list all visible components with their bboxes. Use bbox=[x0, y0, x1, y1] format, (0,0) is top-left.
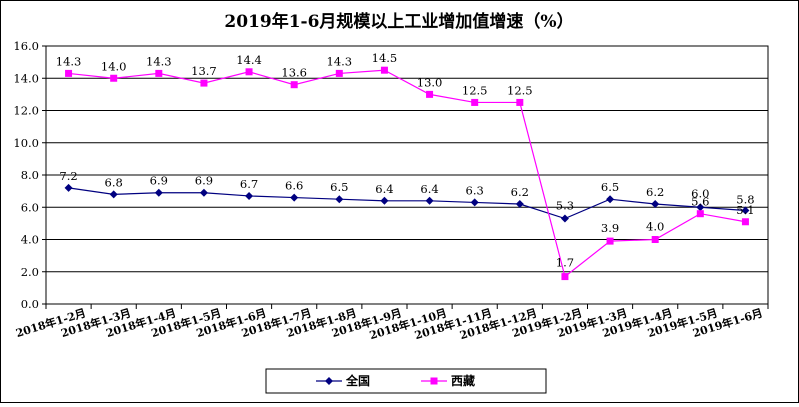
data-point bbox=[335, 69, 343, 77]
data-label: 5.6 bbox=[691, 195, 709, 209]
data-label: 14.5 bbox=[372, 51, 398, 65]
data-point bbox=[380, 196, 389, 205]
grid-lines bbox=[46, 45, 768, 273]
data-point bbox=[741, 218, 749, 226]
data-point bbox=[335, 195, 344, 204]
data-point bbox=[109, 190, 118, 199]
data-point bbox=[155, 69, 163, 77]
data-label: 14.3 bbox=[146, 54, 172, 68]
data-label: 12.5 bbox=[507, 83, 533, 97]
data-label: 6.3 bbox=[466, 183, 484, 197]
data-label: 6.7 bbox=[240, 177, 258, 191]
data-point bbox=[651, 200, 660, 209]
data-label: 4.0 bbox=[646, 220, 664, 234]
legend: 全国 西藏 bbox=[265, 368, 547, 394]
y-tick-label: 16.0 bbox=[13, 39, 39, 53]
data-point bbox=[64, 183, 73, 192]
data-label: 6.6 bbox=[285, 179, 303, 193]
legend-box bbox=[265, 368, 547, 394]
chart-title: 2019年1-6月规模以上工业增加值增速（%） bbox=[224, 11, 573, 32]
data-label: 3.9 bbox=[601, 221, 619, 235]
series-layer bbox=[64, 66, 750, 281]
data-point bbox=[380, 66, 388, 74]
data-label: 5.3 bbox=[556, 199, 574, 213]
data-label: 6.2 bbox=[646, 185, 664, 199]
data-point bbox=[245, 191, 254, 200]
data-point bbox=[245, 68, 253, 76]
data-label: 6.0 bbox=[691, 186, 709, 200]
data-label: 6.8 bbox=[105, 175, 123, 189]
data-label: 13.0 bbox=[417, 75, 443, 89]
data-point bbox=[561, 273, 569, 281]
data-point bbox=[290, 81, 298, 89]
data-point bbox=[696, 210, 704, 218]
data-point bbox=[154, 188, 163, 197]
data-label: 6.2 bbox=[511, 185, 529, 199]
data-point bbox=[515, 200, 524, 209]
data-label: 14.3 bbox=[56, 54, 82, 68]
data-point bbox=[199, 188, 208, 197]
data-label: 6.5 bbox=[330, 180, 348, 194]
data-label: 6.9 bbox=[195, 174, 213, 188]
data-label: 13.6 bbox=[281, 66, 307, 80]
legend-label: 全国 bbox=[345, 373, 370, 388]
data-point bbox=[471, 98, 479, 106]
data-label: 13.7 bbox=[191, 64, 217, 78]
data-point bbox=[200, 79, 208, 87]
data-point bbox=[65, 69, 73, 77]
data-point bbox=[606, 195, 615, 204]
data-point bbox=[651, 236, 659, 243]
data-label: 12.5 bbox=[462, 83, 488, 97]
data-point bbox=[425, 196, 434, 205]
data-label: 7.2 bbox=[59, 169, 77, 183]
data-point bbox=[110, 74, 118, 82]
data-point bbox=[560, 214, 569, 223]
data-point bbox=[470, 198, 479, 207]
y-tick-label: 6.0 bbox=[21, 200, 39, 214]
y-tick-label: 14.0 bbox=[13, 71, 39, 85]
data-point bbox=[696, 203, 705, 212]
data-labels: 7.2 6.8 6.9 6.9 6.7 6.6 6.5 6.4 6.4 6.3 6.2 5.3 6.5 6… bbox=[56, 51, 755, 269]
data-point bbox=[290, 193, 299, 202]
data-label: 1.7 bbox=[556, 256, 574, 270]
legend-label: 西藏 bbox=[451, 373, 475, 388]
legend-marker bbox=[325, 377, 333, 385]
data-label: 6.4 bbox=[420, 182, 438, 196]
y-tick-label: 2.0 bbox=[21, 265, 39, 279]
data-point bbox=[426, 90, 434, 98]
data-label: 6.4 bbox=[375, 182, 393, 196]
data-label: 14.0 bbox=[101, 59, 127, 73]
data-label: 6.9 bbox=[150, 174, 168, 188]
y-tick-label: 8.0 bbox=[21, 168, 39, 182]
data-label: 14.4 bbox=[236, 53, 262, 67]
data-label: 5.1 bbox=[736, 203, 754, 217]
y-tick-label: 4.0 bbox=[21, 233, 39, 247]
data-point bbox=[741, 206, 750, 215]
data-point bbox=[516, 98, 524, 106]
series-line-national bbox=[68, 187, 746, 220]
y-tick-label: 12.0 bbox=[13, 104, 39, 118]
data-label: 14.3 bbox=[327, 54, 353, 68]
y-tick-label: 0.0 bbox=[21, 297, 39, 311]
y-tick-label: 10.0 bbox=[13, 136, 39, 150]
series-line-tibet bbox=[68, 69, 746, 278]
data-point bbox=[606, 237, 614, 245]
legend-marker bbox=[430, 377, 438, 385]
data-label: 6.5 bbox=[601, 180, 619, 194]
data-label: 5.8 bbox=[736, 192, 754, 206]
